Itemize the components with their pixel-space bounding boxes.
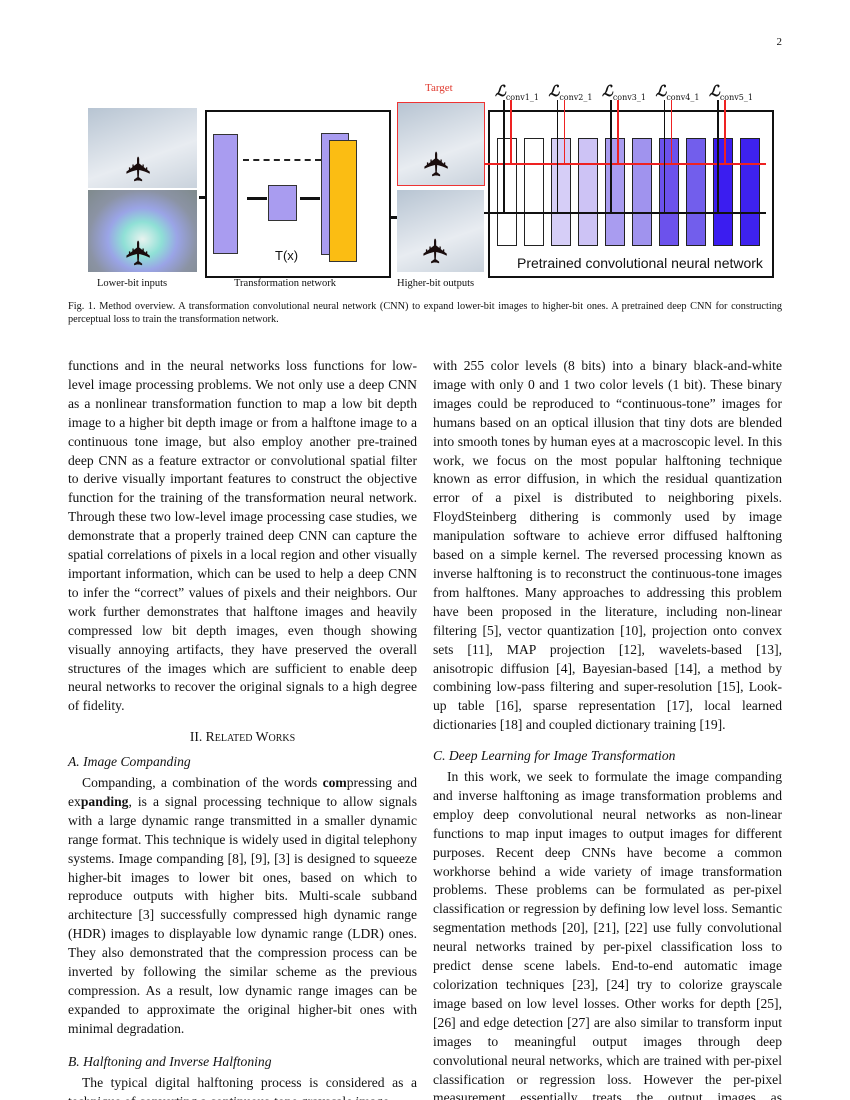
target-loss-arrow [724,100,726,163]
output-loss-arrow [610,100,612,212]
arrow [300,197,320,200]
lower-bit-input-image-2: ✈ [88,190,197,272]
lower-bit-inputs-label: Lower-bit inputs [97,278,168,289]
output-block [329,140,357,262]
higher-bit-outputs-label: Higher-bit outputs [397,278,475,289]
target-loss-arrow [617,100,619,163]
output-loss-arrow [717,100,719,212]
paragraph: Companding, a combination of the words c… [68,774,417,1039]
conv-layer-9 [713,138,733,246]
conv-layer-5 [605,138,625,246]
text: com [322,775,347,791]
text: pressing and ex [68,775,417,809]
bottleneck-block [268,185,297,221]
subsection-heading: A. Image Companding [68,754,191,770]
arrow [199,196,205,199]
subsection-heading: C. Deep Learning for Image Transformatio… [433,748,676,764]
text: Companding, a combination of the words [82,775,323,791]
paragraph: functions and in the neural networks los… [68,358,417,714]
paragraph: with 255 color levels (8 bits) into a bi… [433,358,782,733]
airplane-icon: ✈ [418,236,456,266]
page-number: 2 [776,36,783,48]
arrow [247,197,267,200]
transformation-network-label: Transformation network [234,278,336,289]
loss-conv2_1: ℒconv2_1 [548,82,593,102]
target-image: ✈ [397,102,485,186]
tx-label: T(x) [275,248,299,263]
conv-layer-3 [551,138,571,246]
transformation-network-box: T(x) [205,110,391,278]
conv-layer-4 [578,138,598,246]
arrow [389,216,397,219]
paragraph: The typical digital halftoning process i… [68,1074,417,1100]
airplane-icon: ✈ [419,149,457,179]
conv-layer-8 [686,138,706,246]
conv-layer-1 [497,138,517,246]
target-loss-arrow [670,100,672,163]
output-loss-arrow [503,100,505,212]
section-heading: II. Related Works [189,729,296,745]
target-loss-arrow [563,100,565,163]
loss-conv3_1: ℒconv3_1 [602,82,646,102]
higher-bit-output-image: ✈ [397,190,484,272]
airplane-icon: ✈ [121,238,159,268]
conv-layer-2 [524,138,544,246]
skip-connection [243,159,321,161]
left-column: functions and in the neural networks los… [68,357,417,1100]
loss-conv1_1: ℒconv1_1 [495,82,539,102]
figure-caption: Fig. 1. Method overview. A transformatio… [68,301,782,325]
target-label: Target [425,82,453,94]
output-loss-arrow [663,100,665,212]
conv-layer-7 [659,138,679,246]
paragraph: In this work, we seek to formulate the i… [433,769,782,1100]
lower-bit-input-image-1: ✈ [88,108,197,188]
pretrained-label: Pretrained convolutional neural network [517,255,763,271]
loss-conv4_1: ℒconv4_1 [655,82,700,102]
text: , is a signal processing technique to al… [68,793,417,1036]
output-feature-line [484,212,766,214]
conv-layer-6 [632,138,652,246]
conv-layer-10 [740,138,760,246]
right-column: with 255 color levels (8 bits) into a bi… [433,357,782,1100]
text: panding [80,793,129,809]
target-feature-line [484,163,766,165]
target-loss-arrow [510,100,512,163]
output-loss-arrow [556,100,558,212]
airplane-icon: ✈ [121,154,159,184]
subsection-heading: B. Halftoning and Inverse Halftoning [68,1053,272,1069]
loss-conv5_1: ℒconv5_1 [709,82,753,102]
conv-block [213,134,238,254]
